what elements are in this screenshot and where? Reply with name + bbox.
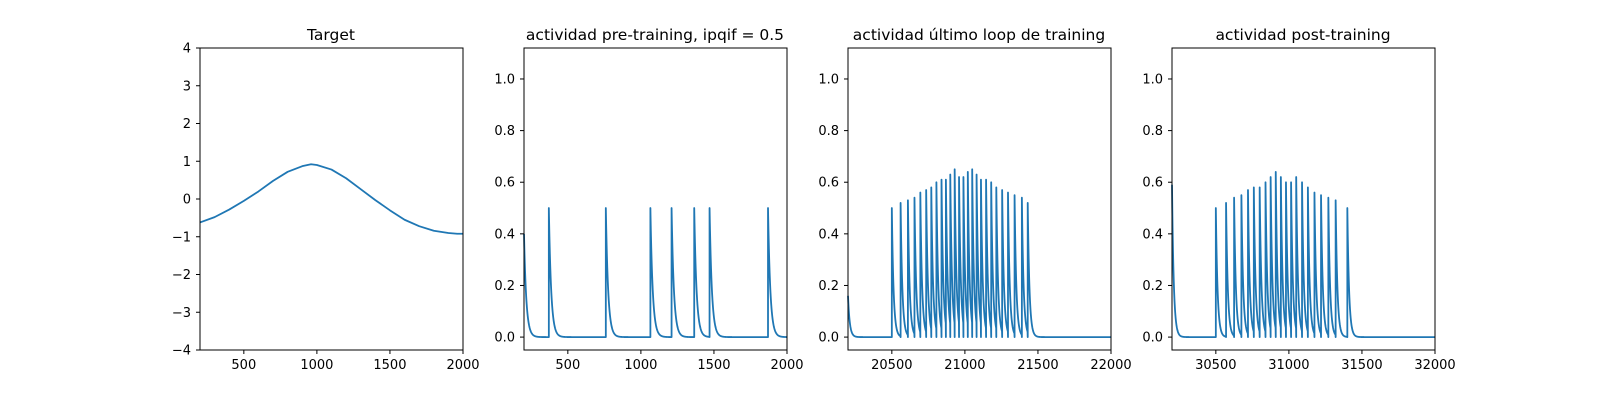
- x-tick-label: 1500: [697, 358, 730, 373]
- x-tick-label: 31500: [1341, 358, 1382, 373]
- chart-title: actividad post-training: [1215, 26, 1390, 44]
- chart-title: actividad último loop de training: [853, 26, 1105, 44]
- y-tick-label: 0.6: [1142, 176, 1163, 191]
- y-tick-label: 0: [183, 193, 191, 208]
- y-tick-label: −4: [172, 344, 191, 359]
- x-tick-label: 1000: [300, 358, 333, 373]
- x-tick-label: 21500: [1017, 358, 1058, 373]
- y-tick-label: 0.2: [1142, 279, 1163, 294]
- y-tick-label: 1.0: [494, 72, 515, 87]
- data-series-line: [200, 164, 463, 233]
- y-tick-label: 2: [183, 117, 191, 132]
- x-tick-label: 1000: [624, 358, 657, 373]
- y-tick-label: −3: [172, 306, 191, 321]
- y-tick-label: −2: [172, 268, 191, 283]
- y-tick-label: 4: [183, 42, 191, 57]
- y-tick-label: 1.0: [818, 72, 839, 87]
- y-tick-label: 0.4: [494, 227, 515, 242]
- data-series-line: [848, 169, 1111, 337]
- y-tick-label: 0.2: [494, 279, 515, 294]
- subplot-post-training: actividad post-training 30500 31000 31500 3…: [1142, 26, 1455, 373]
- x-tick-label: 21000: [944, 358, 985, 373]
- y-tick-label: 3: [183, 79, 191, 94]
- y-tick-label: 0.2: [818, 279, 839, 294]
- y-tick-label: 0.8: [494, 124, 515, 139]
- chart-title: actividad pre-training, ipqif = 0.5: [526, 26, 784, 44]
- subplot-target: Target 500 1000 1500 2000 −4 −3 −2 −1 0 1 2 3 4: [172, 26, 480, 373]
- y-tick-label: 0.0: [818, 331, 839, 346]
- y-tick-label: −1: [172, 230, 191, 245]
- y-tick-label: 0.4: [1142, 227, 1163, 242]
- y-tick-label: 0.0: [1142, 331, 1163, 346]
- y-tick-label: 0.6: [818, 176, 839, 191]
- data-series-line: [1172, 172, 1435, 337]
- x-tick-label: 500: [555, 358, 580, 373]
- y-tick-label: 0.6: [494, 176, 515, 191]
- y-tick-label: 1: [183, 155, 191, 170]
- subplot-last-training-loop: actividad último loop de training 20500 2…: [818, 26, 1131, 373]
- axes-frame: [200, 48, 463, 350]
- y-tick-label: 0.0: [494, 331, 515, 346]
- x-tick-label: 22000: [1090, 358, 1131, 373]
- y-tick-label: 0.4: [818, 227, 839, 242]
- x-tick-label: 2000: [446, 358, 479, 373]
- axes-frame: [524, 48, 787, 350]
- subplot-pre-training: actividad pre-training, ipqif = 0.5 500 1…: [494, 26, 803, 373]
- x-tick-label: 32000: [1414, 358, 1455, 373]
- chart-title: Target: [306, 26, 355, 44]
- y-tick-label: 1.0: [1142, 72, 1163, 87]
- x-tick-label: 20500: [871, 358, 912, 373]
- y-tick-label: 0.8: [818, 124, 839, 139]
- x-tick-label: 500: [231, 358, 256, 373]
- x-tick-label: 2000: [770, 358, 803, 373]
- axes-frame: [1172, 48, 1435, 350]
- y-tick-label: 0.8: [1142, 124, 1163, 139]
- x-tick-label: 31000: [1268, 358, 1309, 373]
- x-tick-label: 1500: [373, 358, 406, 373]
- data-series-line: [524, 208, 787, 337]
- x-tick-label: 30500: [1195, 358, 1236, 373]
